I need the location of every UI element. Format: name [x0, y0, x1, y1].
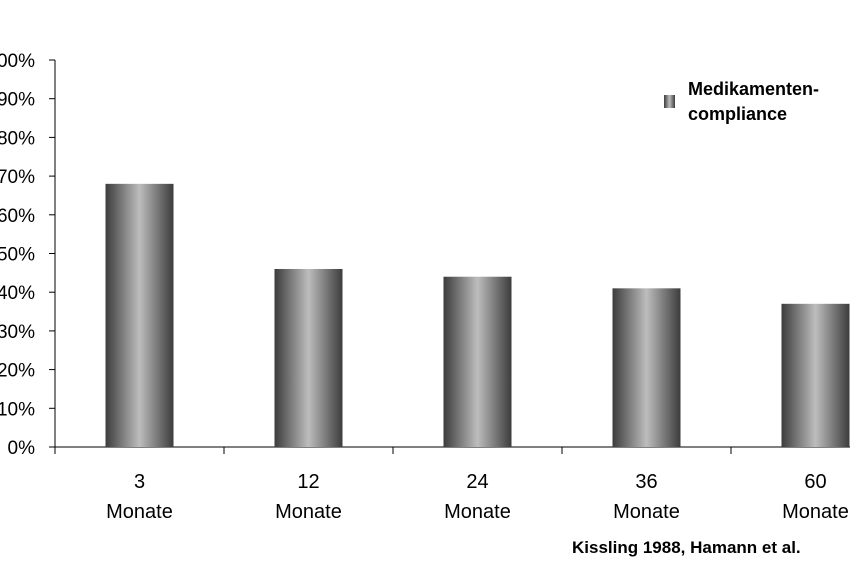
y-axis: 0% 10% 20% 30% 40% 50% 60% 70% 80% 90% 100% — [0, 51, 56, 459]
y-tick-label: 10% — [0, 399, 35, 420]
x-tick-label: 24 — [466, 471, 488, 493]
bar — [274, 268, 343, 447]
bar — [443, 276, 512, 447]
y-tick-label: 50% — [0, 245, 35, 266]
bar — [781, 303, 850, 447]
x-tick-label: 60 — [804, 471, 826, 493]
y-tick-label: 80% — [0, 128, 35, 149]
legend-swatch — [664, 95, 675, 108]
y-tick-label: 60% — [0, 206, 35, 227]
x-tick-label: 36 — [635, 471, 657, 493]
x-tick-label: Monate — [106, 501, 173, 523]
y-tick-label: 0% — [8, 438, 36, 459]
bar — [612, 288, 681, 447]
x-tick-label: Monate — [444, 501, 511, 523]
x-tick-label: 12 — [297, 471, 319, 493]
x-tick-label: Monate — [782, 501, 849, 523]
x-axis: 3 Monate 12 Monate 24 Monate 36 Monate 60 Monate — [54, 446, 850, 523]
y-tick-label: 70% — [0, 167, 35, 188]
y-tick-label: 30% — [0, 322, 35, 343]
y-tick-label: 90% — [0, 90, 35, 111]
legend-label-line-2: compliance — [688, 104, 787, 124]
y-tick-label: 100% — [0, 51, 35, 72]
bar — [105, 183, 174, 447]
y-tick-label: 20% — [0, 361, 35, 382]
x-tick-label: 3 — [134, 471, 145, 493]
x-tick-label: Monate — [275, 501, 342, 523]
y-tick-label: 40% — [0, 283, 35, 304]
legend-label-line-1: Medikamenten- — [688, 79, 819, 99]
bars-group — [105, 183, 850, 447]
source-caption: Kissling 1988, Hamann et al. — [572, 538, 801, 557]
x-tick-label: Monate — [613, 501, 680, 523]
legend: Medikamenten- compliance — [664, 79, 819, 124]
